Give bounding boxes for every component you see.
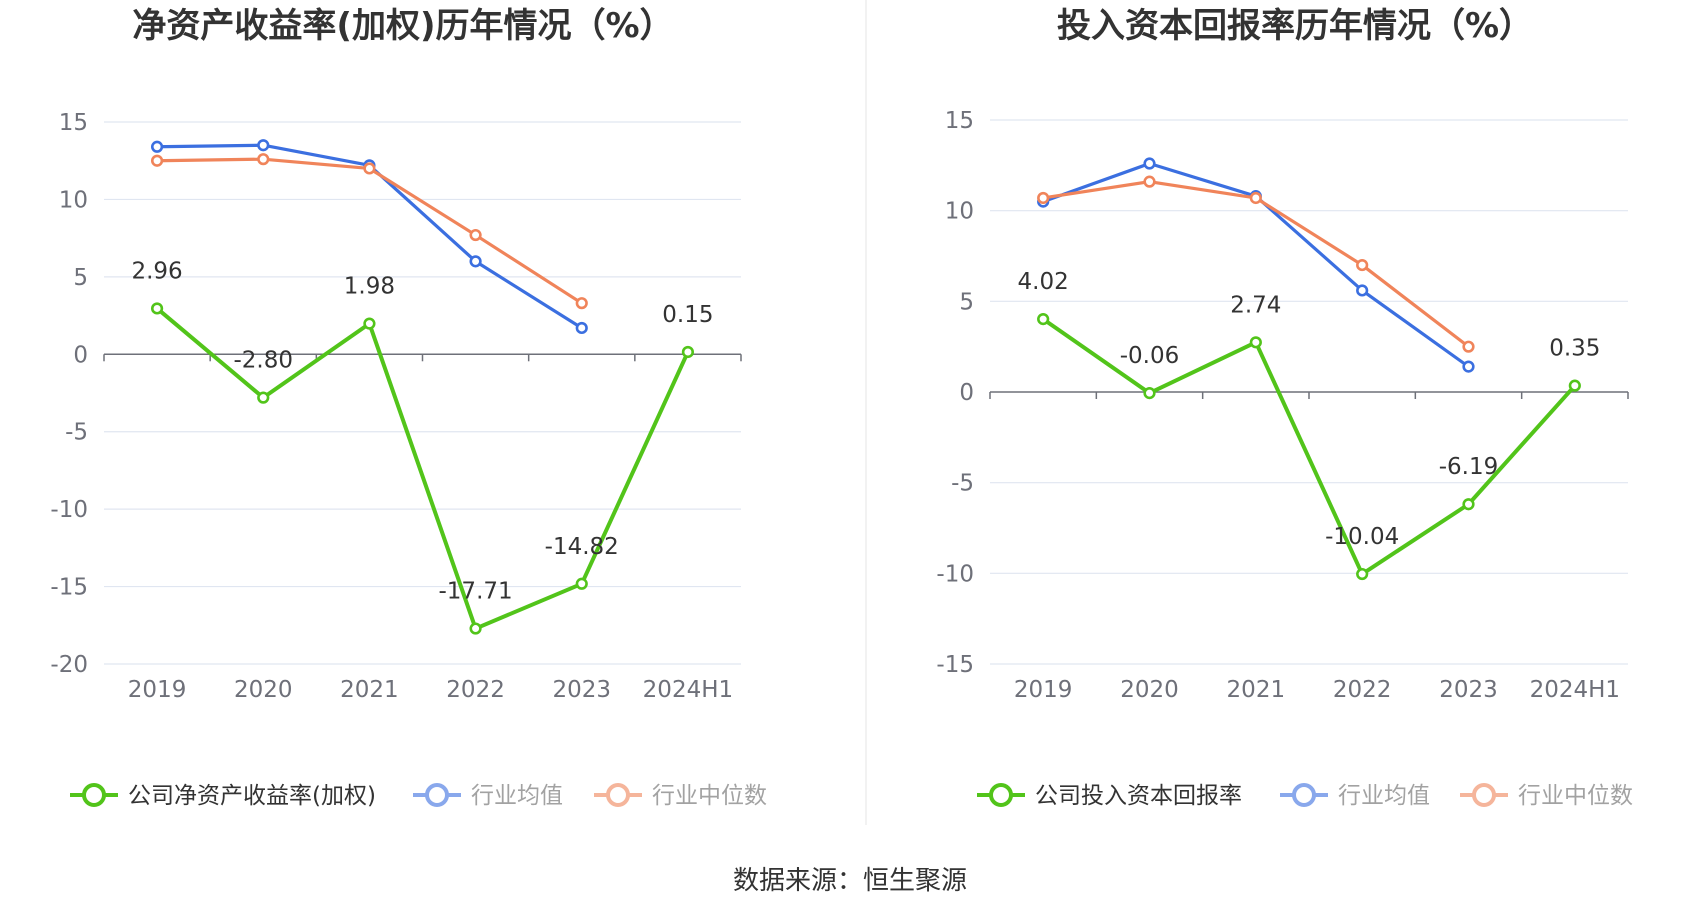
legend-label: 行业中位数 [1518, 783, 1633, 809]
x-tick-label: 2022 [1333, 677, 1392, 703]
y-tick-label: -20 [50, 652, 88, 678]
data-point [1143, 157, 1156, 170]
legend-label: 行业均值 [471, 783, 563, 809]
legend-label: 行业中位数 [652, 783, 767, 809]
data-label: 0.35 [1549, 336, 1600, 362]
x-tick-label: 2022 [446, 677, 505, 703]
y-tick-label: -15 [50, 575, 88, 601]
data-point [1356, 258, 1369, 272]
x-tick-label: 2020 [1120, 677, 1179, 703]
legend-marker [606, 783, 630, 807]
legend-label: 公司投入资本回报率 [1035, 783, 1242, 809]
series-company: 2.96 -2.80 1.98 -17.71 -14.82 0.15 [131, 258, 714, 635]
chart-1: 净资产收益率(加权)历年情况（%） 15 10 5 0 -5 -10 -15 -20 2019 20… [50, 6, 767, 809]
legend-item: 行业中位数 [594, 783, 767, 809]
legend-item: 行业均值 [413, 783, 563, 809]
data-point [1462, 498, 1475, 511]
y-tick-label: -5 [951, 471, 974, 497]
data-source-note: 数据来源：恒生聚源 [732, 866, 967, 896]
data-point [575, 321, 588, 335]
data-point [681, 345, 695, 359]
y-tick-label: 5 [959, 289, 974, 315]
y-tick-label: -10 [936, 561, 974, 587]
data-point [150, 154, 164, 167]
data-label: 0.15 [662, 302, 713, 328]
legend-label: 公司净资产收益率(加权) [128, 783, 376, 809]
data-point [257, 153, 270, 166]
data-point [1143, 175, 1156, 188]
data-point [1462, 360, 1475, 373]
data-point [1462, 340, 1475, 353]
data-point [1356, 284, 1369, 297]
legend-marker [82, 783, 106, 807]
x-tick-label: 2023 [552, 677, 611, 703]
data-point [150, 302, 164, 315]
chart-title: 投入资本回报率历年情况（%） [1057, 6, 1533, 46]
data-point [257, 391, 270, 404]
data-label: 2.74 [1230, 292, 1281, 318]
legend-item: 公司投入资本回报率 [977, 783, 1242, 809]
data-point [1356, 567, 1369, 581]
data-label: -17.71 [439, 579, 513, 605]
data-label: -0.06 [1120, 343, 1180, 369]
chart-title: 净资产收益率(加权)历年情况（%） [132, 6, 673, 46]
chart-2: 投入资本回报率历年情况（%） 15 10 5 0 -5 -10 -15 2019 2020 2021… [936, 6, 1633, 809]
legend-item: 行业均值 [1280, 783, 1430, 809]
data-point [469, 622, 482, 635]
y-tick-label: 0 [959, 380, 974, 406]
data-label: -2.80 [233, 348, 293, 374]
x-tick-label: 2021 [1227, 677, 1286, 703]
y-tick-label: -15 [936, 652, 974, 678]
y-tick-label: 15 [59, 110, 88, 136]
x-tick-label: 2024H1 [643, 677, 733, 703]
series-line [155, 306, 690, 631]
legend-marker [989, 783, 1013, 807]
series-company: 4.02 -0.06 2.74 -10.04 -6.19 0.35 [1018, 269, 1600, 581]
legend-marker [1472, 783, 1496, 807]
data-label: 4.02 [1018, 269, 1069, 295]
y-tick-label: 10 [59, 187, 88, 213]
x-tick-label: 2023 [1439, 677, 1498, 703]
data-label: -14.82 [545, 534, 619, 560]
data-label: -10.04 [1325, 524, 1399, 550]
data-point [363, 162, 376, 175]
x-tick-label: 2024H1 [1530, 677, 1620, 703]
data-point [1249, 336, 1262, 349]
legend-marker [425, 783, 449, 807]
data-point [1037, 313, 1050, 326]
data-label: -6.19 [1439, 454, 1499, 480]
y-tick-label: 15 [945, 108, 974, 134]
y-tick-label: 10 [945, 199, 974, 225]
y-tick-label: 5 [73, 265, 88, 291]
data-point [575, 297, 588, 310]
legend-item: 行业中位数 [1460, 783, 1633, 809]
data-label: 1.98 [344, 274, 395, 300]
data-point [257, 139, 270, 152]
data-point [150, 140, 164, 153]
data-point [363, 317, 376, 330]
data-point [469, 228, 482, 242]
series-line [1042, 317, 1577, 577]
legend-marker [1292, 783, 1316, 807]
data-point [469, 255, 482, 268]
series-median [150, 153, 588, 310]
data-point [1143, 386, 1156, 400]
y-tick-label: -10 [50, 497, 88, 523]
data-point [1249, 191, 1262, 205]
legend-label: 行业均值 [1338, 783, 1430, 809]
data-point [1037, 191, 1050, 205]
x-tick-label: 2019 [128, 677, 187, 703]
series-median [1037, 175, 1475, 353]
data-point [575, 577, 588, 590]
x-tick-label: 2020 [234, 677, 293, 703]
data-label: 2.96 [131, 258, 182, 284]
x-tick-label: 2021 [340, 677, 399, 703]
y-tick-label: -5 [65, 420, 88, 446]
data-point [1568, 379, 1581, 392]
y-tick-label: 0 [73, 342, 88, 368]
legend-item: 公司净资产收益率(加权) [70, 783, 376, 809]
x-tick-label: 2019 [1014, 677, 1073, 703]
